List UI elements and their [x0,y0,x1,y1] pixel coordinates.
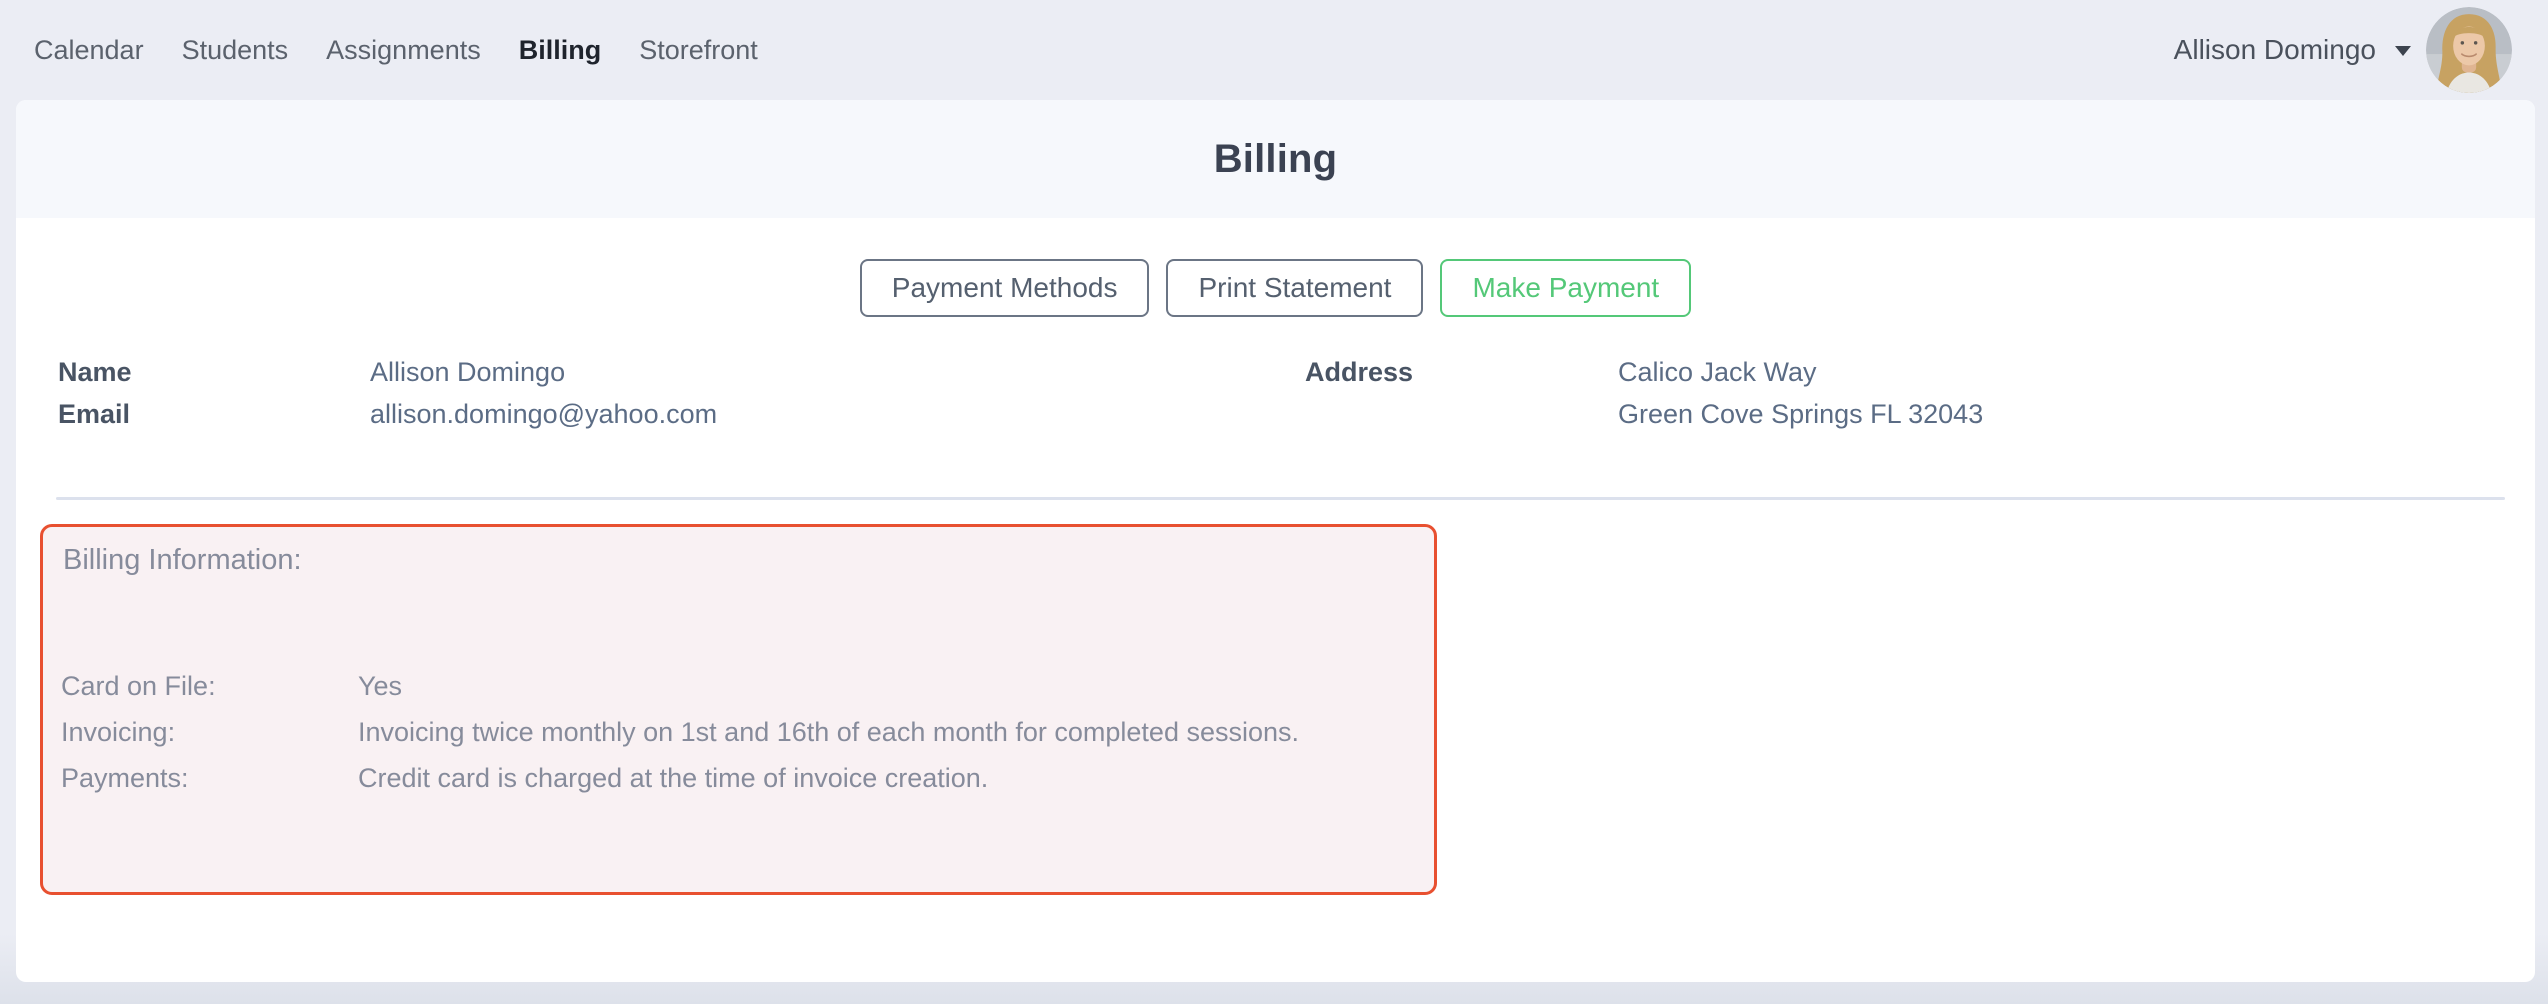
nav-item-assignments[interactable]: Assignments [326,34,481,65]
user-name: Allison Domingo [2173,34,2376,65]
nav-item-billing[interactable]: Billing [518,34,602,65]
section-divider [56,497,2505,500]
email-value: allison.domingo@yahoo.com [370,399,718,429]
address-line2: Green Cove Springs FL 32043 [1618,399,1984,429]
main-nav: Calendar Students Assignments Billing St… [34,35,758,66]
payment-methods-button[interactable]: Payment Methods [859,259,1150,317]
billing-info-row: Payments: Credit card is charged at the … [61,755,1416,801]
nav-item-calendar[interactable]: Calendar [34,34,144,65]
email-label: Email [58,399,131,429]
billing-card: Billing Payment Methods Print Statement … [16,100,2535,982]
name-value: Allison Domingo [370,357,566,387]
card-on-file-label: Card on File: [61,671,216,701]
page-title: Billing [1213,136,1338,181]
payments-value: Credit card is charged at the time of in… [358,763,989,793]
top-navigation: Calendar Students Assignments Billing St… [0,0,2548,100]
billing-information-rows: Card on File: Yes Invoicing: Invoicing t… [61,663,1416,801]
invoicing-label: Invoicing: [61,717,176,747]
chevron-down-icon [2394,44,2412,56]
card-on-file-value: Yes [358,671,403,701]
nav-item-storefront[interactable]: Storefront [639,34,758,65]
payments-label: Payments: [61,763,189,793]
address-line1: Calico Jack Way [1618,357,1817,387]
make-payment-button[interactable]: Make Payment [1440,259,1692,317]
billing-information-box: Billing Information: Card on File: Yes I… [40,524,1437,895]
user-menu[interactable]: Allison Domingo [2174,7,2512,93]
billing-info-row: Card on File: Yes [61,663,1416,709]
invoicing-value: Invoicing twice monthly on 1st and 16th … [358,717,1300,747]
billing-info-row: Invoicing: Invoicing twice monthly on 1s… [61,709,1416,755]
address-label: Address [1305,357,1414,387]
billing-actions: Payment Methods Print Statement Make Pay… [16,259,2535,317]
name-label: Name [58,357,132,387]
print-statement-button[interactable]: Print Statement [1166,259,1424,317]
title-band: Billing [16,100,2535,218]
nav-item-students[interactable]: Students [181,34,289,65]
billing-information-title: Billing Information: [63,544,302,576]
avatar[interactable] [2426,7,2512,93]
